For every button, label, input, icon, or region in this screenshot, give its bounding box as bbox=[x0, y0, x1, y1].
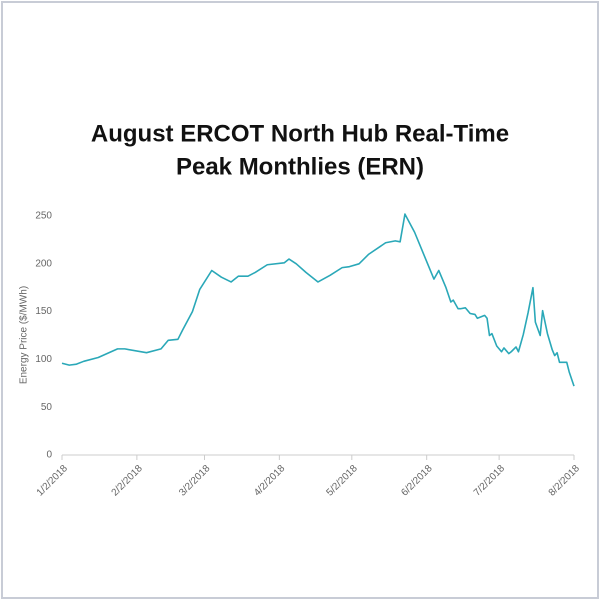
series-line bbox=[61, 213, 575, 387]
y-axis-label: Energy Price ($/MWh) bbox=[19, 286, 30, 384]
y-tick-label: 200 bbox=[35, 258, 52, 269]
chart-title: Peak Monthlies (ERN) bbox=[176, 153, 424, 180]
y-tick-label: 100 bbox=[35, 354, 52, 365]
y-tick-label: 50 bbox=[41, 402, 53, 413]
chart-title: August ERCOT North Hub Real-Time bbox=[91, 120, 509, 147]
y-tick-label: 150 bbox=[35, 306, 52, 317]
y-tick-label: 250 bbox=[35, 211, 52, 222]
y-tick-label: 0 bbox=[46, 450, 52, 461]
